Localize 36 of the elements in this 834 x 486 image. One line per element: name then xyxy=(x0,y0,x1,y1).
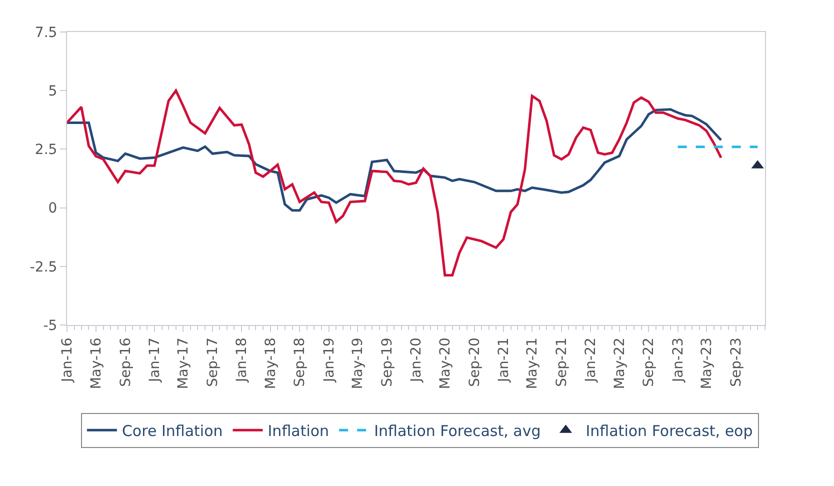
x-tick-label: Sep-19 xyxy=(379,338,396,387)
y-tick-label: 5 xyxy=(48,84,58,100)
y-tick-label: 2.5 xyxy=(34,142,58,158)
x-tick-label: May-22 xyxy=(612,338,628,390)
x-tick-label: May-19 xyxy=(350,338,366,390)
x-tick-label: Sep-16 xyxy=(118,338,134,387)
y-tick-label: -5 xyxy=(43,318,58,334)
x-tick-label: Sep-22 xyxy=(641,338,658,387)
x-tick-label: Sep-21 xyxy=(554,338,570,387)
x-tick-label: May-18 xyxy=(262,338,279,390)
x-tick-label: Jan-19 xyxy=(321,338,338,384)
legend-label: Inflation Forecast, avg xyxy=(374,422,541,440)
x-tick-label: Jan-21 xyxy=(496,338,512,384)
x-tick-label: Sep-18 xyxy=(292,338,308,387)
x-tick-label: May-16 xyxy=(88,338,104,390)
y-tick-label: -2.5 xyxy=(30,259,58,276)
x-tick-label: May-23 xyxy=(699,338,716,390)
line-series xyxy=(67,108,722,212)
line-series xyxy=(67,89,722,277)
x-tick-label: Sep-17 xyxy=(205,338,222,387)
y-tick-label: 0 xyxy=(48,200,58,217)
x-tick-label: Jan-18 xyxy=(234,338,250,384)
x-tick-label: Jan-23 xyxy=(670,338,686,384)
x-tick-label: May-20 xyxy=(437,338,454,390)
x-tick-label: Jan-22 xyxy=(583,338,600,384)
x-tick-label: May-17 xyxy=(176,338,192,390)
x-tick-label: May-21 xyxy=(524,338,541,390)
x-tick-label: Sep-20 xyxy=(466,338,483,387)
legend-label: Inflation xyxy=(268,422,330,440)
x-tick-label: Jan-16 xyxy=(60,338,76,384)
y-tick-label: 7.5 xyxy=(34,24,58,41)
x-tick-label: Sep-23 xyxy=(728,338,744,387)
legend-label: Inflation Forecast, eop xyxy=(586,422,753,440)
x-tick-label: Jan-20 xyxy=(408,338,425,384)
x-tick-label: Jan-17 xyxy=(146,338,163,384)
legend-label: Core Inflation xyxy=(122,422,223,440)
